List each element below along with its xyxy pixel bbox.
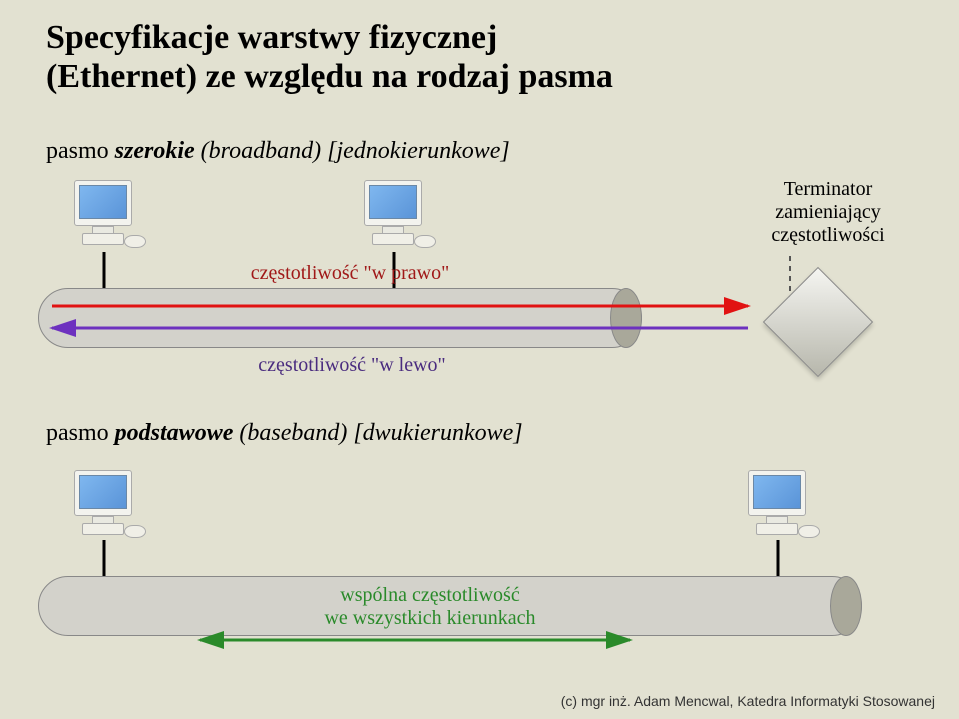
bus-broadband [38, 288, 642, 348]
screen-icon [369, 185, 417, 219]
common-freq-l1: wspólna częstotliwość [340, 584, 519, 606]
mouse-icon [124, 235, 146, 248]
terminator-caption: Terminator zamieniający częstotliwości [748, 178, 908, 247]
bus-cap-icon [610, 288, 642, 348]
computer-icon [358, 180, 438, 258]
monitor-base-icon [82, 523, 124, 535]
baseband-tail: (baseband) [dwukierunkowe] [233, 420, 522, 446]
mouse-icon [798, 525, 820, 538]
baseband-prefix: pasmo [46, 420, 115, 446]
screen-icon [79, 475, 127, 509]
broadband-tail: (broadband) [jednokierunkowe] [195, 138, 510, 164]
monitor-base-icon [82, 233, 124, 245]
terminator-label-l3: częstotliwości [771, 224, 884, 246]
mouse-icon [414, 235, 436, 248]
computer-icon [742, 470, 822, 548]
screen-icon [753, 475, 801, 509]
title-line-1: Specyfikacje warstwy fizycznej [46, 19, 497, 56]
baseband-bold: podstawowe [115, 420, 234, 446]
computer-icon [68, 470, 148, 548]
terminator-label-l2: zamieniający [775, 201, 881, 223]
broadband-prefix: pasmo [46, 138, 115, 164]
bus-cap-icon [830, 576, 862, 636]
broadband-subtitle: pasmo szerokie (broadband) [jednokierunk… [46, 138, 510, 165]
terminator-label-l1: Terminator [784, 178, 873, 200]
slide-title: Specyfikacje warstwy fizycznej (Ethernet… [46, 18, 613, 96]
title-line-2: (Ethernet) ze względu na rodzaj pasma [46, 58, 613, 95]
broadband-bold: szerokie [115, 138, 195, 164]
terminator-diamond-icon [758, 262, 878, 382]
mouse-icon [124, 525, 146, 538]
monitor-base-icon [372, 233, 414, 245]
monitor-base-icon [756, 523, 798, 535]
footer-credit: (c) mgr inż. Adam Mencwal, Katedra Infor… [561, 693, 935, 709]
freq-left-label: częstotliwość "w lewo" [232, 354, 472, 377]
freq-right-label: częstotliwość "w prawo" [230, 262, 470, 285]
computer-icon [68, 180, 148, 258]
baseband-subtitle: pasmo podstawowe (baseband) [dwukierunko… [46, 420, 523, 447]
screen-icon [79, 185, 127, 219]
common-freq-l2: we wszystkich kierunkach [324, 607, 535, 629]
common-freq-label: wspólna częstotliwość we wszystkich kier… [300, 584, 560, 630]
